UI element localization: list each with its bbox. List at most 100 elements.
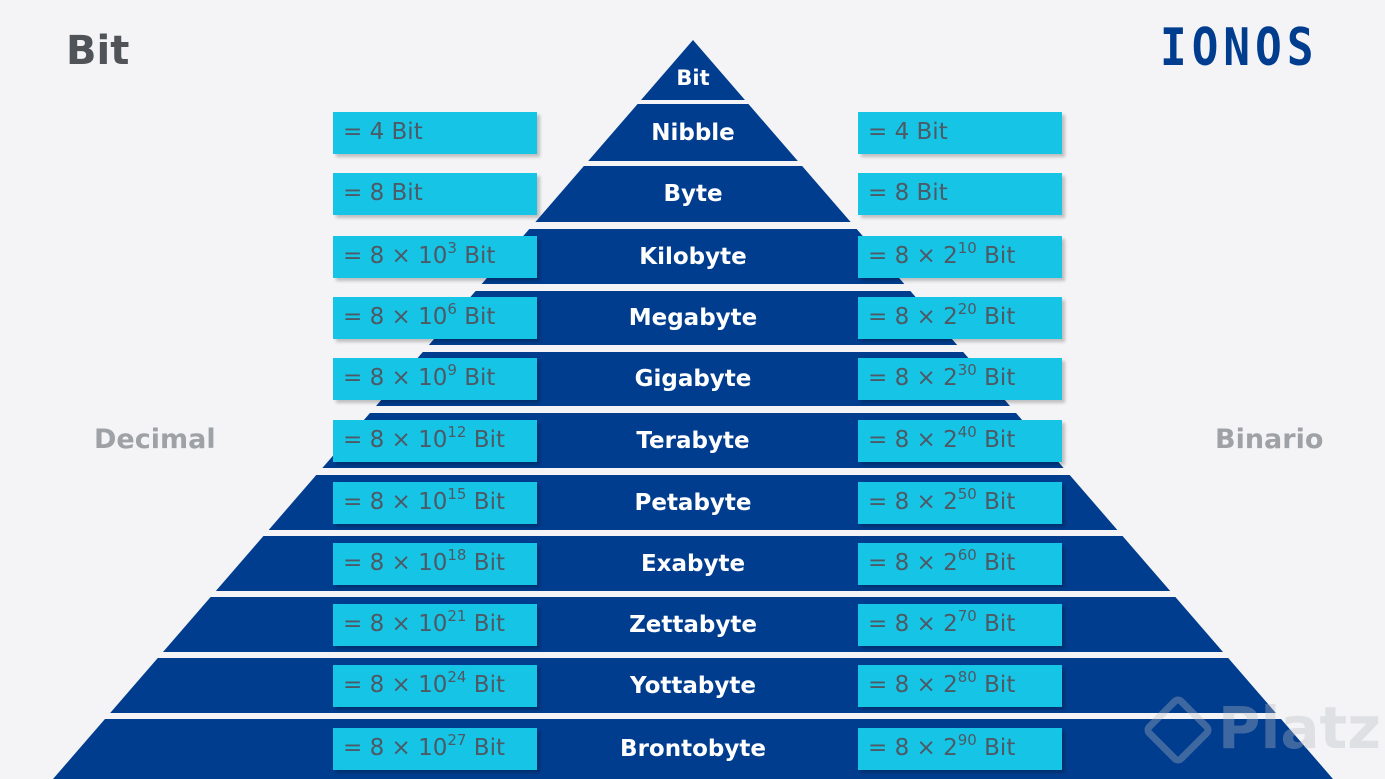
decimal-value-yottabyte-base: = 8 × 10 xyxy=(343,672,448,698)
level-label-byte: Byte xyxy=(663,181,723,207)
binary-value-petabyte: = 8 × 250 Bit xyxy=(858,482,1062,524)
pyramid-band-bit xyxy=(641,40,745,100)
binary-value-kilobyte-unit: Bit xyxy=(976,243,1016,269)
level-label-petabyte: Petabyte xyxy=(634,489,752,516)
decimal-value-zettabyte: = 8 × 1021 Bit xyxy=(333,604,537,646)
binary-value-exabyte-base: = 8 × 2 xyxy=(868,550,958,576)
decimal-value-byte: = 8 Bit xyxy=(333,173,537,215)
platzi-watermark: Platzi xyxy=(1140,692,1385,772)
decimal-value-zettabyte-unit: Bit xyxy=(466,611,505,637)
binary-value-terabyte-exponent: 40 xyxy=(957,423,977,441)
binary-value-zettabyte-unit: Bit xyxy=(976,611,1016,637)
binary-value-nibble-base: = 4 Bit xyxy=(868,119,948,145)
decimal-value-gigabyte-base: = 8 × 10 xyxy=(343,365,448,391)
pyramid-band-kilobyte xyxy=(481,229,905,284)
decimal-value-brontobyte-exponent: 27 xyxy=(447,731,467,749)
binary-value-megabyte-exponent: 20 xyxy=(957,300,977,318)
binary-value-terabyte: = 8 × 240 Bit xyxy=(858,420,1062,462)
binary-value-megabyte: = 8 × 220 Bit xyxy=(858,297,1062,339)
binary-value-zettabyte-base: = 8 × 2 xyxy=(868,611,958,637)
binary-value-yottabyte: = 8 × 280 Bit xyxy=(858,665,1062,707)
platzi-logo-icon xyxy=(1141,693,1215,767)
binary-value-exabyte: = 8 × 260 Bit xyxy=(858,543,1062,585)
decimal-value-kilobyte: = 8 × 103 Bit xyxy=(333,236,537,278)
binary-value-megabyte-base: = 8 × 2 xyxy=(868,304,958,330)
decimal-value-terabyte-base: = 8 × 10 xyxy=(343,427,448,453)
binary-value-gigabyte: = 8 × 230 Bit xyxy=(858,358,1062,400)
binary-value-yottabyte-base: = 8 × 2 xyxy=(868,672,958,698)
binary-value-exabyte-exponent: 60 xyxy=(957,546,977,564)
binary-value-brontobyte-unit: Bit xyxy=(976,735,1016,761)
level-label-nibble: Nibble xyxy=(651,119,735,146)
level-label-zettabyte: Zettabyte xyxy=(629,611,757,638)
decimal-value-terabyte: = 8 × 1012 Bit xyxy=(333,420,537,462)
watermark-text: Platzi xyxy=(1218,694,1385,762)
decimal-value-gigabyte-exponent: 9 xyxy=(447,361,457,379)
decimal-value-exabyte-unit: Bit xyxy=(466,550,505,576)
pyramid-band-byte xyxy=(535,166,851,222)
binary-value-yottabyte-exponent: 80 xyxy=(957,668,977,686)
binary-value-gigabyte-exponent: 30 xyxy=(957,361,977,379)
decimal-label: Decimal xyxy=(94,424,216,455)
decimal-value-yottabyte-unit: Bit xyxy=(466,672,505,698)
decimal-value-gigabyte-unit: Bit xyxy=(456,365,496,391)
decimal-value-brontobyte-unit: Bit xyxy=(466,735,505,761)
binary-value-petabyte-unit: Bit xyxy=(976,489,1016,515)
level-label-exabyte: Exabyte xyxy=(640,550,746,577)
decimal-value-kilobyte-exponent: 3 xyxy=(447,239,457,257)
binary-value-megabyte-unit: Bit xyxy=(976,304,1016,330)
binary-value-terabyte-unit: Bit xyxy=(976,427,1016,453)
decimal-value-exabyte-base: = 8 × 10 xyxy=(343,550,448,576)
binary-value-brontobyte-base: = 8 × 2 xyxy=(868,735,958,761)
binary-value-zettabyte-exponent: 70 xyxy=(957,607,977,625)
level-label-gigabyte: Gigabyte xyxy=(634,366,752,392)
binary-value-brontobyte-exponent: 90 xyxy=(957,731,977,749)
decimal-value-exabyte-exponent: 18 xyxy=(447,546,467,564)
binary-value-kilobyte-exponent: 10 xyxy=(957,239,977,257)
binary-value-terabyte-base: = 8 × 2 xyxy=(868,427,958,453)
decimal-value-petabyte-unit: Bit xyxy=(466,489,505,515)
level-label-brontobyte: Brontobyte xyxy=(620,736,766,762)
decimal-value-terabyte-unit: Bit xyxy=(466,427,505,453)
binary-value-zettabyte: = 8 × 270 Bit xyxy=(858,604,1062,646)
binary-value-petabyte-base: = 8 × 2 xyxy=(868,489,958,515)
binary-value-byte: = 8 Bit xyxy=(858,173,1062,215)
page-title: Bit xyxy=(66,28,130,74)
decimal-value-yottabyte-exponent: 24 xyxy=(447,668,467,686)
binary-value-gigabyte-unit: Bit xyxy=(976,365,1016,391)
binary-value-petabyte-exponent: 50 xyxy=(957,485,977,503)
binary-value-kilobyte: = 8 × 210 Bit xyxy=(858,236,1062,278)
decimal-value-nibble: = 4 Bit xyxy=(333,112,537,154)
pyramid-band-nibble xyxy=(588,104,798,161)
decimal-value-megabyte-base: = 8 × 10 xyxy=(343,304,448,330)
decimal-value-megabyte-exponent: 6 xyxy=(447,300,457,318)
decimal-value-exabyte: = 8 × 1018 Bit xyxy=(333,543,537,585)
decimal-value-megabyte-unit: Bit xyxy=(456,304,496,330)
decimal-value-gigabyte: = 8 × 109 Bit xyxy=(333,358,537,400)
decimal-value-brontobyte: = 8 × 1027 Bit xyxy=(333,728,537,770)
decimal-value-nibble-base: = 4 Bit xyxy=(343,119,423,145)
level-label-yottabyte: Yottabyte xyxy=(630,672,756,699)
decimal-value-yottabyte: = 8 × 1024 Bit xyxy=(333,665,537,707)
decimal-value-brontobyte-base: = 8 × 10 xyxy=(343,735,448,761)
binary-value-byte-base: = 8 Bit xyxy=(868,180,948,206)
decimal-value-terabyte-exponent: 12 xyxy=(447,423,467,441)
binary-value-nibble: = 4 Bit xyxy=(858,112,1062,154)
binary-label: Binario xyxy=(1215,424,1324,455)
binary-value-exabyte-unit: Bit xyxy=(976,550,1016,576)
decimal-value-megabyte: = 8 × 106 Bit xyxy=(333,297,537,339)
binary-value-brontobyte: = 8 × 290 Bit xyxy=(858,728,1062,770)
ionos-logo: IONOS xyxy=(1160,18,1319,78)
decimal-value-petabyte: = 8 × 1015 Bit xyxy=(333,482,537,524)
decimal-value-kilobyte-base: = 8 × 10 xyxy=(343,243,448,269)
level-label-bit: Bit xyxy=(676,66,710,90)
decimal-value-zettabyte-base: = 8 × 10 xyxy=(343,611,448,637)
level-label-terabyte: Terabyte xyxy=(636,427,750,454)
pyramid-band-megabyte xyxy=(428,291,958,345)
decimal-value-petabyte-base: = 8 × 10 xyxy=(343,489,448,515)
decimal-value-byte-base: = 8 Bit xyxy=(343,180,423,206)
binary-value-kilobyte-base: = 8 × 2 xyxy=(868,243,958,269)
level-label-megabyte: Megabyte xyxy=(628,305,758,331)
level-label-kilobyte: Kilobyte xyxy=(639,243,747,270)
